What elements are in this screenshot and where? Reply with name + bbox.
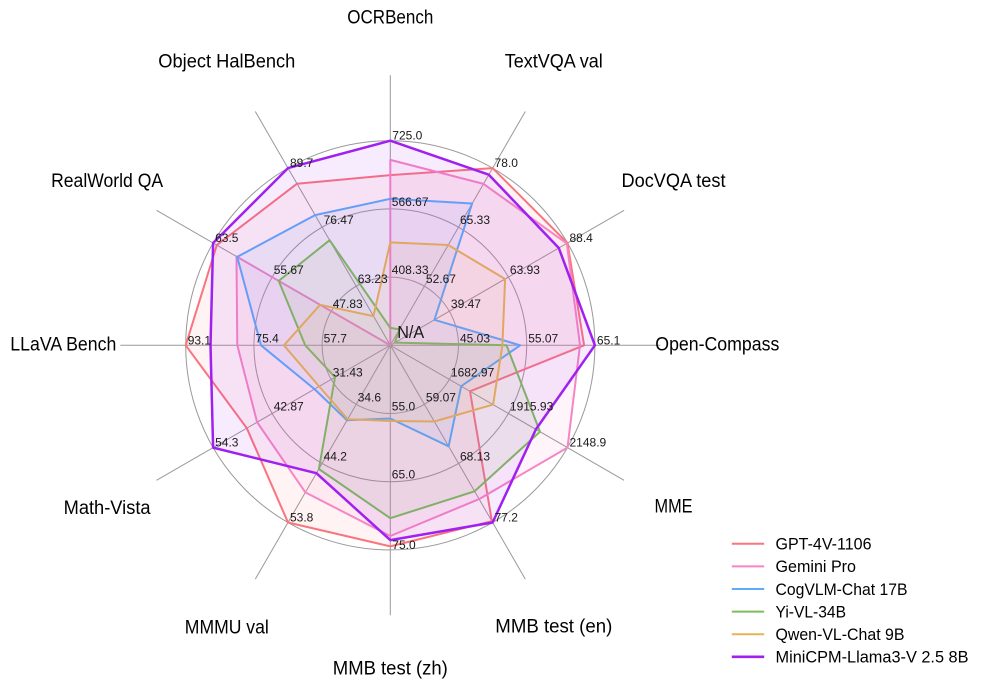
svg-text:89.7: 89.7 [290,156,314,170]
svg-text:31.43: 31.43 [333,365,363,379]
svg-text:54.3: 54.3 [215,436,239,450]
svg-text:65.1: 65.1 [597,333,621,347]
svg-text:68.13: 68.13 [460,449,490,463]
svg-text:88.4: 88.4 [570,231,594,245]
svg-text:55.67: 55.67 [274,263,304,277]
svg-text:34.6: 34.6 [358,390,382,404]
svg-text:1915.93: 1915.93 [510,400,554,414]
svg-text:63.23: 63.23 [358,272,388,286]
svg-text:93.1: 93.1 [188,333,212,347]
svg-text:42.87: 42.87 [274,400,304,414]
svg-text:65.0: 65.0 [392,468,416,482]
svg-text:2148.9: 2148.9 [570,436,607,450]
svg-text:39.47: 39.47 [451,297,481,311]
svg-text:59.07: 59.07 [426,390,456,404]
svg-text:53.8: 53.8 [290,511,314,525]
svg-text:LLaVA Bench: LLaVA Bench [10,335,116,356]
svg-text:725.0: 725.0 [392,129,422,143]
svg-text:78.0: 78.0 [495,156,519,170]
svg-text:MMB test (en): MMB test (en) [495,617,612,638]
svg-text:MMB test (zh): MMB test (zh) [333,659,448,680]
svg-text:75.0: 75.0 [392,538,416,552]
svg-text:77.2: 77.2 [495,511,519,525]
svg-text:Gemini Pro: Gemini Pro [776,558,857,576]
svg-text:Qwen-VL-Chat 9B: Qwen-VL-Chat 9B [776,626,905,644]
svg-text:Math-Vista: Math-Vista [64,498,151,519]
svg-text:55.07: 55.07 [528,331,558,345]
svg-text:MME: MME [655,497,693,518]
svg-text:MiniCPM-Llama3-V 2.5 8B: MiniCPM-Llama3-V 2.5 8B [776,649,969,667]
svg-text:TextVQA val: TextVQA val [505,51,603,72]
svg-text:GPT-4V-1106: GPT-4V-1106 [776,536,872,554]
svg-text:52.67: 52.67 [426,272,456,286]
svg-text:63.5: 63.5 [215,231,239,245]
svg-text:CogVLM-Chat 17B: CogVLM-Chat 17B [776,581,908,599]
svg-text:44.2: 44.2 [324,449,348,463]
svg-text:63.93: 63.93 [510,263,540,277]
svg-text:RealWorld QA: RealWorld QA [51,171,163,192]
svg-text:47.83: 47.83 [333,297,363,311]
svg-text:OCRBench: OCRBench [347,8,433,29]
svg-text:55.0: 55.0 [392,400,416,414]
svg-text:45.03: 45.03 [460,331,490,345]
svg-text:65.33: 65.33 [460,213,490,227]
svg-text:Object HalBench: Object HalBench [158,51,295,72]
svg-text:76.47: 76.47 [324,213,354,227]
svg-text:75.4: 75.4 [255,331,279,345]
svg-text:566.67: 566.67 [392,195,429,209]
svg-text:Open-Compass: Open-Compass [655,335,779,356]
svg-text:408.33: 408.33 [392,263,429,277]
svg-text:N/A: N/A [397,322,424,342]
svg-text:Yi-VL-34B: Yi-VL-34B [776,603,847,621]
svg-text:MMMU val: MMMU val [185,618,269,639]
svg-text:57.7: 57.7 [324,331,348,345]
svg-text:DocVQA test: DocVQA test [622,171,727,192]
svg-text:1682.97: 1682.97 [451,365,495,379]
